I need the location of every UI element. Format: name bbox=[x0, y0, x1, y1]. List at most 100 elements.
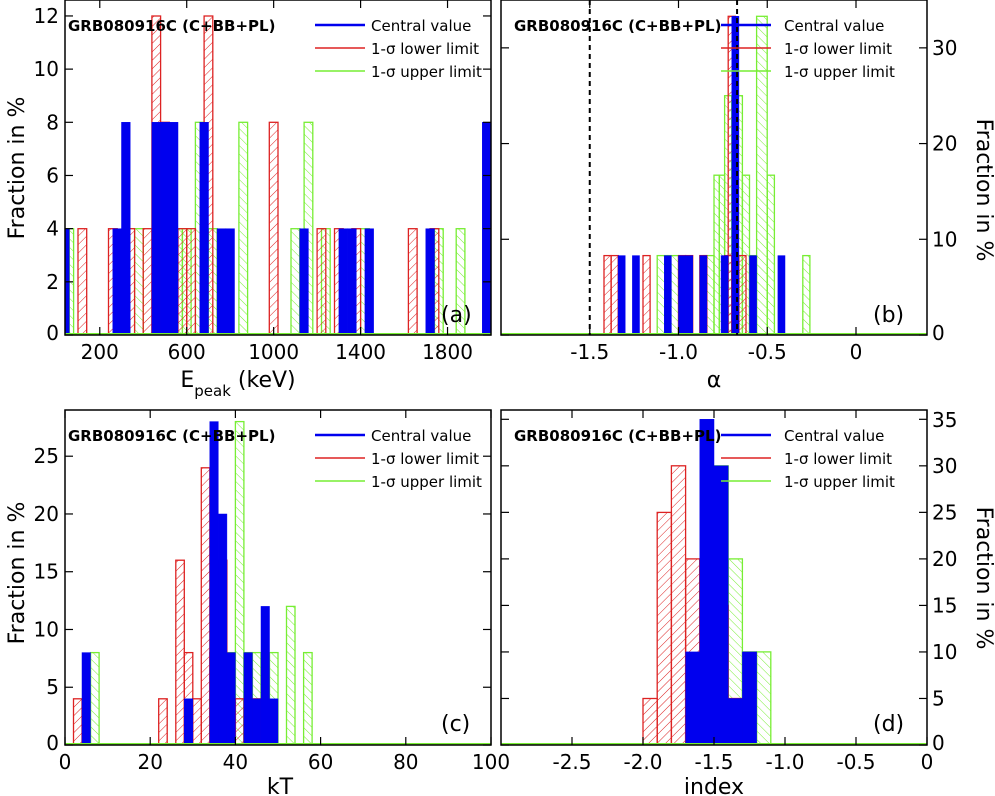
panel-a-ylabel: Fraction in % bbox=[5, 97, 30, 240]
bar-upper-9 bbox=[302, 651, 313, 745]
panel-b: -1.5 -1.0 -0.5 0 0 10 20 30 GRB080916C (C+BB+PL… bbox=[500, 0, 995, 393]
bar-central-13 bbox=[425, 228, 435, 335]
bar-central-4 bbox=[160, 122, 170, 335]
y-tick-label: 0 bbox=[932, 321, 945, 345]
panel-c-xlabel: kT bbox=[267, 775, 294, 796]
bar-central-9 bbox=[777, 255, 786, 335]
x-tick-label: 1800 bbox=[422, 340, 473, 364]
bar-central-4 bbox=[226, 652, 236, 745]
bar-upper-8 bbox=[285, 605, 296, 745]
legend-label-central: Central value bbox=[784, 427, 884, 445]
bar-central-4 bbox=[742, 651, 757, 745]
legend-label-central: Central value bbox=[371, 427, 471, 445]
y-tick-label: 8 bbox=[46, 110, 59, 134]
x-tick-label: -2.5 bbox=[552, 750, 591, 774]
panel-b-ylabel: Fraction in % bbox=[971, 119, 995, 262]
bar-central-3 bbox=[727, 698, 743, 745]
y-tick-label: 5 bbox=[46, 675, 59, 699]
panel-c-tag: (c) bbox=[441, 712, 470, 737]
bar-lower-8 bbox=[738, 254, 747, 335]
bar-lower-0 bbox=[603, 254, 612, 335]
bar-upper-9 bbox=[755, 15, 768, 335]
bar-lower-2 bbox=[670, 465, 687, 745]
bar-lower-1 bbox=[610, 254, 619, 335]
legend-label-upper: 1-σ upper limit bbox=[371, 473, 482, 491]
x-tick-label: 1400 bbox=[335, 340, 386, 364]
legend-label-central: Central value bbox=[371, 17, 471, 35]
panel-a-xlabel-main: E bbox=[180, 368, 194, 393]
panel-d-ylabel: Fraction in % bbox=[971, 507, 995, 650]
bar-lower-4 bbox=[192, 698, 202, 745]
bar-lower-5 bbox=[200, 467, 211, 745]
bar-upper-8 bbox=[290, 228, 301, 335]
y-tick-label: 0 bbox=[46, 731, 59, 755]
panel-b-ticks: -1.5 -1.0 -0.5 0 0 10 20 30 bbox=[501, 0, 957, 364]
x-tick-label: 0 bbox=[921, 750, 934, 774]
bar-central-5 bbox=[699, 255, 708, 335]
panel-a-xlabel-sub: peak bbox=[194, 382, 231, 400]
panel-c: 0 20 40 60 80 100 0 5 10 15 20 25 GRB080916C (C+BB+… bbox=[5, 409, 510, 796]
y-tick-label: 35 bbox=[932, 408, 957, 432]
bar-central-6 bbox=[199, 122, 209, 335]
panel-d-xlabel: index bbox=[684, 775, 744, 796]
bar-central-3 bbox=[218, 513, 228, 745]
panel-a-xlabel: Epeak (keV) bbox=[180, 368, 295, 400]
y-tick-label: 25 bbox=[34, 444, 59, 468]
y-tick-label: 15 bbox=[932, 593, 957, 617]
bar-central-1 bbox=[699, 419, 715, 745]
bar-central-8 bbox=[225, 228, 235, 335]
y-tick-label: 10 bbox=[34, 617, 59, 641]
panel-b-legend: Central value 1-σ lower limit 1-σ upper … bbox=[721, 17, 895, 81]
panel-d-ticks: -2.5 -2.0 -1.5 -1.0 -0.5 00 5 10 15 20 25 30 35 bbox=[501, 408, 957, 774]
x-tick-label: -1.0 bbox=[765, 750, 804, 774]
y-tick-label: 10 bbox=[932, 227, 957, 251]
y-tick-label: 20 bbox=[932, 547, 957, 571]
bar-central-1 bbox=[112, 228, 122, 335]
bar-central-11 bbox=[347, 228, 357, 335]
panel-d-legend: Central value 1-σ lower limit 1-σ upper … bbox=[721, 427, 895, 491]
bar-lower-13 bbox=[407, 228, 418, 335]
panel-a-xlabel-unit: (keV) bbox=[231, 368, 296, 393]
legend-label-lower: 1-σ lower limit bbox=[784, 40, 892, 58]
bar-upper-10 bbox=[766, 174, 776, 335]
bar-central-0 bbox=[81, 652, 91, 745]
legend-label-central: Central value bbox=[784, 17, 884, 35]
x-tick-label: 60 bbox=[308, 750, 333, 774]
x-tick-label: 600 bbox=[168, 340, 206, 364]
bar-lower-0 bbox=[642, 697, 658, 745]
y-tick-label: 5 bbox=[932, 686, 945, 710]
panel-c-bars bbox=[65, 420, 491, 745]
bar-lower-3 bbox=[142, 228, 153, 335]
bar-central-10 bbox=[338, 228, 348, 335]
x-tick-label: -0.5 bbox=[836, 750, 875, 774]
y-tick-label: 20 bbox=[34, 502, 59, 526]
bar-central-12 bbox=[364, 228, 374, 335]
panel-a: 200 600 1000 1400 1800 0 2 4 6 8 10 12 GRB080916C (… bbox=[5, 0, 492, 400]
y-tick-label: 15 bbox=[34, 560, 59, 584]
bar-upper-0 bbox=[89, 651, 100, 745]
legend-label-upper: 1-σ upper limit bbox=[784, 63, 895, 81]
bar-upper-1 bbox=[133, 228, 144, 335]
bar-central-0 bbox=[685, 651, 701, 745]
legend-label-lower: 1-σ lower limit bbox=[784, 450, 892, 468]
bar-central-7 bbox=[216, 228, 227, 335]
panel-b-xlabel: α bbox=[707, 368, 722, 393]
x-tick-label: 20 bbox=[137, 750, 162, 774]
bar-lower-7 bbox=[186, 228, 197, 335]
panel-a-tag: (a) bbox=[441, 303, 472, 328]
x-tick-label: 0 bbox=[850, 340, 863, 364]
panel-b-bars bbox=[501, 15, 927, 335]
y-tick-label: 0 bbox=[46, 321, 59, 345]
x-tick-label: 0 bbox=[59, 750, 72, 774]
bar-lower-1 bbox=[158, 698, 168, 745]
panel-c-title: GRB080916C (C+BB+PL) bbox=[68, 427, 275, 445]
panel-a-frame bbox=[64, 0, 492, 336]
y-tick-label: 10 bbox=[34, 57, 59, 81]
bar-lower-6 bbox=[177, 228, 188, 335]
bar-central-5 bbox=[243, 652, 253, 745]
panel-b-tag: (b) bbox=[873, 303, 904, 328]
panel-c-ylabel: Fraction in % bbox=[5, 502, 30, 645]
bar-central-5 bbox=[169, 122, 179, 335]
panel-d-tag: (d) bbox=[873, 712, 904, 737]
